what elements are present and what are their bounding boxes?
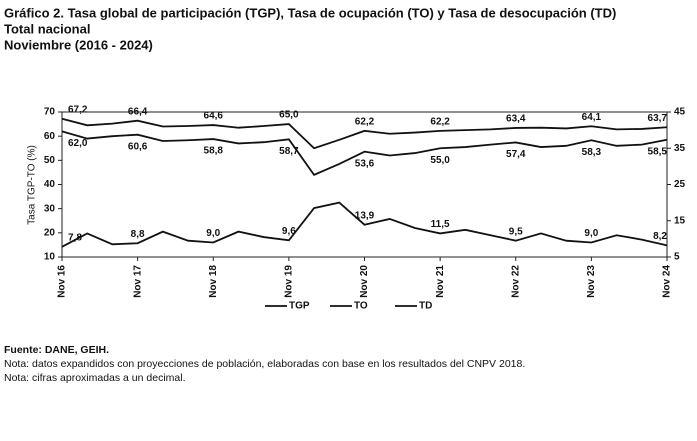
footnote: Fuente: DANE, GEIH. — [4, 344, 109, 356]
y-tick-label: 50 — [44, 155, 56, 166]
data-label: 65,0 — [279, 110, 299, 121]
x-tick-label: Nov 19 — [284, 265, 295, 298]
data-label: 64,1 — [582, 112, 602, 123]
y-tick-label: 70 — [44, 107, 56, 118]
x-tick-label: Nov 20 — [359, 265, 370, 298]
data-label: 58,8 — [204, 146, 224, 157]
y-tick-label: 60 — [44, 131, 56, 142]
x-tick-label: Nov 18 — [208, 265, 219, 298]
data-label: 62,2 — [430, 116, 450, 127]
legend-label: TD — [419, 301, 432, 312]
x-tick-label: Nov 16 — [57, 265, 68, 298]
x-tick-label: Nov 23 — [586, 265, 597, 298]
data-label: 58,3 — [582, 147, 602, 158]
data-label: 53,6 — [355, 158, 375, 169]
y-tick-label: 40 — [44, 179, 56, 190]
x-tick-label: Nov 24 — [662, 265, 673, 298]
chart-period: Noviembre (2016 - 2024) — [4, 37, 153, 52]
chart-subtitle: Total nacional — [4, 21, 90, 36]
data-label: 57,4 — [506, 149, 526, 160]
chart-title: Gráfico 2. Tasa global de participación … — [4, 5, 616, 20]
data-label: 13,9 — [355, 210, 375, 221]
data-label: 63,4 — [506, 114, 526, 125]
data-label: 9,0 — [206, 228, 220, 239]
data-label: 8,8 — [131, 229, 145, 240]
data-label: 58,5 — [648, 146, 668, 157]
data-label: 9,0 — [584, 228, 598, 239]
data-label: 58,7 — [279, 146, 299, 157]
data-label: 64,6 — [204, 111, 224, 122]
legend-label: TGP — [289, 301, 310, 312]
series-line — [61, 201, 668, 248]
y2-tick-label: 25 — [674, 179, 686, 190]
data-label: 67,2 — [68, 104, 88, 115]
data-label: 55,0 — [430, 155, 450, 166]
x-tick-label: Nov 22 — [510, 265, 521, 298]
y2-tick-label: 35 — [674, 143, 686, 154]
data-label: 66,4 — [128, 106, 148, 117]
data-label: 60,6 — [128, 141, 148, 152]
legend-label: TO — [354, 301, 368, 312]
y2-tick-label: 5 — [674, 252, 680, 263]
y2-tick-label: 45 — [674, 107, 686, 118]
series-line — [61, 117, 668, 150]
data-label: 62,0 — [68, 138, 88, 149]
data-label: 9,6 — [282, 226, 296, 237]
footnote: Nota: datos expandidos con proyecciones … — [4, 358, 525, 370]
footnote: Nota: cifras aproximadas a un decimal. — [4, 372, 186, 384]
data-label: 63,7 — [648, 113, 668, 124]
y-tick-label: 10 — [44, 252, 56, 263]
data-label: 7,8 — [68, 232, 82, 243]
data-label: 8,2 — [653, 231, 667, 242]
y-tick-label: 30 — [44, 203, 56, 214]
plot-frame — [61, 111, 668, 258]
y2-tick-label: 15 — [674, 215, 686, 226]
data-label: 11,5 — [431, 219, 450, 230]
y-tick-label: 20 — [44, 227, 56, 238]
data-label: 9,5 — [509, 226, 523, 237]
series-line — [61, 130, 668, 176]
x-tick-label: Nov 21 — [435, 265, 446, 298]
data-label: 62,2 — [355, 116, 375, 127]
x-tick-label: Nov 17 — [132, 265, 143, 298]
y-axis-label: Tasa TGP-TO (%) — [27, 145, 38, 225]
